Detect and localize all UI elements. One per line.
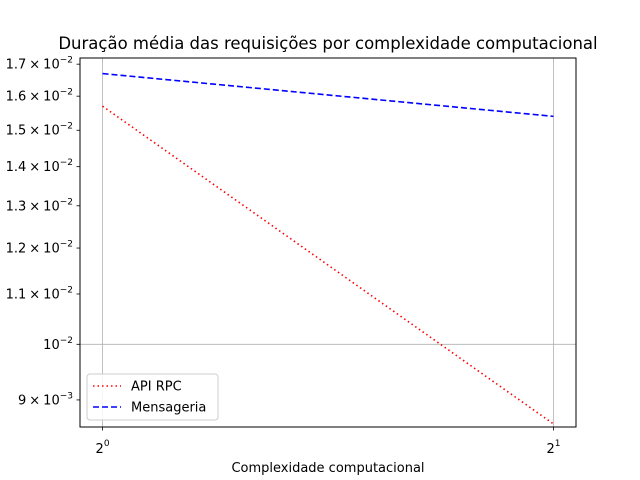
tick-label-part: 1.7 (6, 58, 27, 73)
y-tick-label: 1.2 × 10−2 (6, 240, 73, 257)
x-axis-label: Complexidade computacional (231, 461, 424, 476)
tick-label-part: 10 (43, 58, 60, 73)
tick-label-part: 2 (96, 442, 104, 457)
legend-label: API RPC (131, 380, 182, 395)
chart-title: Duração média das requisições por comple… (58, 34, 597, 53)
tick-label-part: 10 (43, 90, 60, 105)
y-tick-label: 9 × 10−3 (18, 391, 73, 408)
x-tick-label: 21 (546, 439, 560, 457)
y-tick-label: 1.3 × 10−2 (6, 197, 73, 214)
tick-label-part: × (29, 393, 40, 408)
tick-label-part: × (29, 199, 40, 214)
y-tick-label: 1.5 × 10−2 (6, 122, 73, 139)
tick-label-part: −2 (60, 336, 73, 346)
x-tick-label: 20 (96, 439, 110, 457)
tick-label-part: −3 (60, 391, 73, 401)
tick-label-part: −2 (60, 285, 73, 295)
tick-label-part: 10 (43, 124, 60, 139)
tick-label-part: 1.6 (6, 90, 27, 105)
tick-label-part: 1.4 (6, 160, 27, 175)
tick-label-part: 1.1 (6, 287, 27, 302)
legend-label: Mensageria (131, 401, 206, 416)
y-axis: 1.7 × 10−21.6 × 10−21.5 × 10−21.4 × 10−21.3 × 10−2… (6, 56, 80, 408)
tick-label-part: × (29, 90, 40, 105)
tick-label-part: × (29, 287, 40, 302)
tick-label-part: 1.5 (6, 124, 27, 139)
tick-label-part: 10 (43, 393, 60, 408)
tick-label-part: × (29, 58, 40, 73)
tick-label-part: −2 (60, 197, 73, 207)
tick-label-part: −2 (60, 122, 73, 132)
tick-label-part: 10 (43, 287, 60, 302)
tick-label-part: 0 (104, 439, 110, 449)
tick-label-part: 10 (43, 160, 60, 175)
tick-label-part: 2 (546, 442, 554, 457)
series-line-api-rpc (102, 105, 554, 425)
tick-label-part: −2 (60, 56, 73, 66)
tick-label-part: 10 (43, 242, 60, 257)
tick-label-part: 10 (43, 338, 60, 353)
tick-label-part: 9 (18, 393, 26, 408)
x-axis: 20 21 (96, 427, 560, 457)
legend-box (86, 373, 219, 421)
tick-label-part: 1 (555, 439, 561, 449)
tick-label-part: × (29, 124, 40, 139)
y-tick-label: 1.4 × 10−2 (6, 158, 73, 175)
y-tick-label: 1.1 × 10−2 (6, 285, 73, 302)
y-tick-label: 1.6 × 10−2 (6, 88, 73, 105)
y-tick-label: 1.7 × 10−2 (6, 56, 73, 73)
tick-label-part: −2 (60, 240, 73, 250)
tick-label-part: −2 (60, 158, 73, 168)
y-tick-label: 10−2 (43, 336, 73, 353)
grid-lines (80, 58, 576, 427)
tick-label-part: 1.3 (6, 199, 27, 214)
tick-label-part: × (29, 242, 40, 257)
tick-label-part: × (29, 160, 40, 175)
tick-label-part: 10 (43, 199, 60, 214)
tick-label-part: −2 (60, 88, 73, 98)
legend: API RPC Mensageria (86, 373, 219, 421)
series-line-mensageria (102, 72, 554, 118)
tick-label-part: 1.2 (6, 242, 27, 257)
plot-frame (79, 57, 577, 428)
series-lines (102, 72, 554, 425)
